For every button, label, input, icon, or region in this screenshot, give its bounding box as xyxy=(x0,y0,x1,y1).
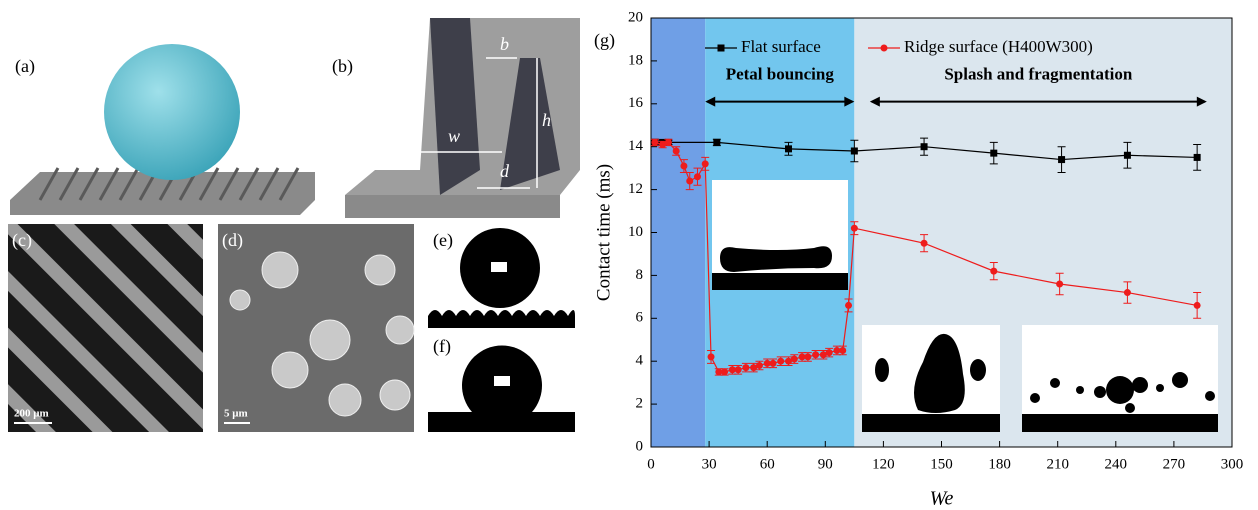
x-tick-label: 60 xyxy=(760,456,775,472)
marker xyxy=(651,139,658,146)
y-tick-label: 6 xyxy=(636,310,644,326)
y-tick-label: 14 xyxy=(628,138,644,154)
x-tick-label: 240 xyxy=(1105,456,1128,472)
legend-marker xyxy=(881,45,888,52)
x-tick-label: 210 xyxy=(1046,456,1069,472)
marker xyxy=(708,353,715,360)
marker xyxy=(1194,154,1201,161)
marker xyxy=(791,356,798,363)
y-tick-label: 8 xyxy=(636,267,644,283)
panel-label: (f) xyxy=(433,336,451,357)
marker xyxy=(665,139,672,146)
x-tick-label: 300 xyxy=(1221,456,1244,472)
marker xyxy=(1058,156,1065,163)
y-tick-label: 2 xyxy=(636,396,644,412)
marker xyxy=(812,351,819,358)
marker xyxy=(839,347,846,354)
panel-label: (a) xyxy=(15,56,35,77)
marker xyxy=(721,368,728,375)
marker xyxy=(845,302,852,309)
panel-label: (e) xyxy=(433,230,453,251)
marker xyxy=(742,364,749,371)
marker xyxy=(785,145,792,152)
x-tick-label: 180 xyxy=(988,456,1011,472)
x-axis-label: We xyxy=(930,488,954,510)
marker xyxy=(777,358,784,365)
marker xyxy=(713,139,720,146)
panel-b: b w d h (b) xyxy=(332,18,580,218)
marker xyxy=(694,173,701,180)
scale-label: 200 μm xyxy=(14,408,49,420)
marker xyxy=(921,143,928,150)
marker xyxy=(921,240,928,247)
marker xyxy=(1124,152,1131,159)
marker xyxy=(990,268,997,275)
marker xyxy=(851,225,858,232)
annotation-text: Splash and fragmentation xyxy=(944,65,1133,84)
y-axis-label: Contact time (ms) xyxy=(593,164,614,301)
region xyxy=(651,18,705,447)
marker xyxy=(1124,289,1131,296)
panel-label: (b) xyxy=(332,56,353,77)
panel-e: (e) xyxy=(428,224,575,328)
y-tick-label: 10 xyxy=(628,224,643,240)
figure: (a) b w d h (b) (c) 200 μm (d) 5 μm xyxy=(0,0,1258,510)
marker xyxy=(1056,280,1063,287)
marker xyxy=(851,147,858,154)
dim-label: d xyxy=(500,161,510,181)
x-tick-label: 150 xyxy=(930,456,953,472)
marker xyxy=(756,362,763,369)
panel-d: (d) 5 μm xyxy=(218,224,414,432)
marker xyxy=(735,366,742,373)
annotation-text: Petal bouncing xyxy=(726,65,835,84)
marker xyxy=(804,353,811,360)
panel-c: (c) 200 μm xyxy=(8,224,203,432)
dim-label: b xyxy=(500,34,509,54)
y-tick-label: 0 xyxy=(636,438,644,454)
x-tick-label: 270 xyxy=(1163,456,1186,472)
marker xyxy=(1194,302,1201,309)
x-tick-label: 120 xyxy=(872,456,895,472)
marker xyxy=(686,178,693,185)
y-tick-label: 4 xyxy=(636,353,644,369)
y-tick-label: 20 xyxy=(628,9,643,25)
dim-label: w xyxy=(448,126,460,146)
marker xyxy=(702,160,709,167)
legend-label: Ridge surface (H400W300) xyxy=(904,37,1093,56)
panel-label: (g) xyxy=(594,30,615,51)
panel-a: (a) xyxy=(10,44,315,215)
x-tick-label: 90 xyxy=(818,456,833,472)
panel-label: (d) xyxy=(222,230,243,251)
marker xyxy=(770,360,777,367)
legend-label: Flat surface xyxy=(741,37,821,56)
panel-label: (c) xyxy=(12,230,32,251)
scale-label: 5 μm xyxy=(224,408,248,420)
panel-f: (f) xyxy=(428,330,575,432)
marker xyxy=(680,163,687,170)
y-tick-label: 16 xyxy=(628,95,644,111)
y-tick-label: 12 xyxy=(628,181,643,197)
marker xyxy=(826,349,833,356)
legend-marker xyxy=(718,45,725,52)
dim-label: h xyxy=(542,110,551,130)
marker xyxy=(990,150,997,157)
marker xyxy=(673,147,680,154)
x-tick-label: 0 xyxy=(647,456,655,472)
x-tick-label: 30 xyxy=(702,456,717,472)
y-tick-label: 18 xyxy=(628,52,643,68)
